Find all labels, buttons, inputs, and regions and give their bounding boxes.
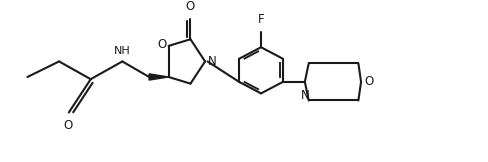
- Text: NH: NH: [114, 46, 131, 56]
- Text: O: O: [186, 0, 195, 13]
- Text: O: O: [157, 38, 166, 51]
- Text: N: N: [301, 88, 309, 102]
- Text: O: O: [364, 75, 373, 88]
- Text: O: O: [64, 119, 73, 132]
- Text: F: F: [258, 13, 264, 26]
- Text: N: N: [207, 55, 216, 68]
- Polygon shape: [149, 74, 168, 80]
